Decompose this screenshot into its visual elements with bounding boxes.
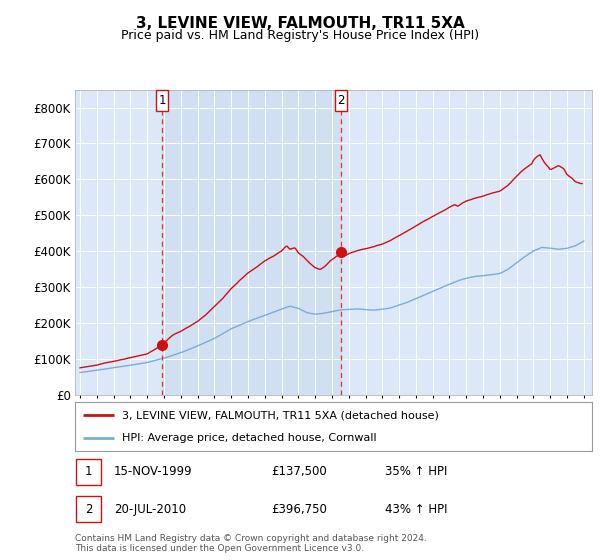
Text: 3, LEVINE VIEW, FALMOUTH, TR11 5XA (detached house): 3, LEVINE VIEW, FALMOUTH, TR11 5XA (deta… xyxy=(122,410,439,421)
Text: £137,500: £137,500 xyxy=(272,465,327,478)
Text: 43% ↑ HPI: 43% ↑ HPI xyxy=(385,503,448,516)
Text: 1: 1 xyxy=(158,94,166,107)
FancyBboxPatch shape xyxy=(156,90,168,111)
Text: Price paid vs. HM Land Registry's House Price Index (HPI): Price paid vs. HM Land Registry's House … xyxy=(121,29,479,42)
Text: 20-JUL-2010: 20-JUL-2010 xyxy=(114,503,186,516)
Text: Contains HM Land Registry data © Crown copyright and database right 2024.
This d: Contains HM Land Registry data © Crown c… xyxy=(75,534,427,553)
Text: 2: 2 xyxy=(85,503,92,516)
Text: 35% ↑ HPI: 35% ↑ HPI xyxy=(385,465,448,478)
FancyBboxPatch shape xyxy=(76,496,101,522)
FancyBboxPatch shape xyxy=(335,90,347,111)
Bar xyxy=(162,90,341,395)
Text: 15-NOV-1999: 15-NOV-1999 xyxy=(114,465,193,478)
Text: 3, LEVINE VIEW, FALMOUTH, TR11 5XA: 3, LEVINE VIEW, FALMOUTH, TR11 5XA xyxy=(136,16,464,31)
Text: 2: 2 xyxy=(337,94,345,107)
Text: £396,750: £396,750 xyxy=(272,503,328,516)
Text: HPI: Average price, detached house, Cornwall: HPI: Average price, detached house, Corn… xyxy=(122,433,376,444)
Text: 1: 1 xyxy=(85,465,92,478)
FancyBboxPatch shape xyxy=(76,459,101,485)
